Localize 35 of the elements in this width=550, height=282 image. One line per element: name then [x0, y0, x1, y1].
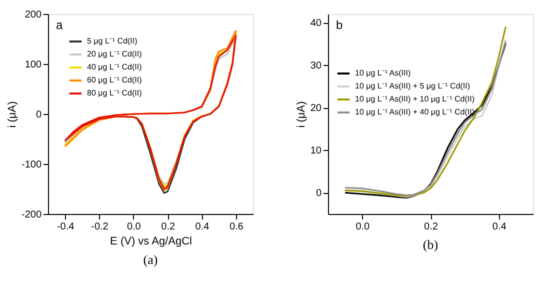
- legend-label: 80 μg L⁻¹ Cd(II): [87, 88, 142, 98]
- legend-label: 10 μg L⁻¹ As(III) + 10 μg L⁻¹ Cd(II): [355, 94, 475, 104]
- y-tick-label: 100: [24, 60, 42, 70]
- x-tick-label: 0.4: [195, 222, 210, 232]
- x-axis-title: E (V) vs Ag/AgCl: [110, 236, 192, 248]
- y-tick-label: 10: [310, 146, 322, 157]
- legend-label: 40 μg L⁻¹ Cd(II): [87, 62, 142, 72]
- legend-label: 5 μg L⁻¹ Cd(II): [87, 36, 138, 46]
- y-axis-title: i (μA): [295, 101, 308, 128]
- y-tick-label: 0: [36, 110, 42, 120]
- x-tick-label: 0.6: [229, 222, 244, 232]
- x-tick-label: -0.2: [91, 222, 109, 232]
- annotation: a: [56, 18, 63, 32]
- y-tick-label: 200: [24, 10, 42, 20]
- x-tick-label: -0.4: [56, 222, 75, 232]
- y-tick-label: 30: [310, 60, 322, 72]
- y-tick-label: -200: [21, 210, 42, 220]
- y-tick-label: 0: [316, 188, 322, 200]
- x-tick-label: 0.4: [492, 222, 507, 232]
- legend-label: 10 μg L⁻¹ As(III) + 5 μg L⁻¹ Cd(II): [355, 82, 470, 90]
- x-tick-label: 0.0: [356, 222, 370, 232]
- text: (a): [143, 252, 158, 267]
- y-tick-label: 40: [310, 18, 322, 30]
- x-tick-label: 0.2: [161, 222, 176, 232]
- legend-label: 10 μg L⁻¹ As(III) + 40 μg L⁻¹ Cd(II): [355, 108, 475, 116]
- y-tick-label: 20: [310, 103, 322, 114]
- y-tick-label: -100: [21, 160, 42, 170]
- x-tick-label: 0.2: [424, 222, 438, 232]
- legend-label: 20 μg L⁻¹ Cd(II): [87, 50, 142, 58]
- legend-label: 10 μg L⁻¹ As(III): [355, 68, 411, 78]
- legend-label: 60 μg L⁻¹ Cd(II): [87, 76, 142, 84]
- x-tick-label: 0.0: [126, 222, 142, 232]
- text: (b): [422, 237, 438, 252]
- y-axis-title: i (μA): [6, 101, 18, 128]
- annotation: b: [336, 18, 343, 32]
